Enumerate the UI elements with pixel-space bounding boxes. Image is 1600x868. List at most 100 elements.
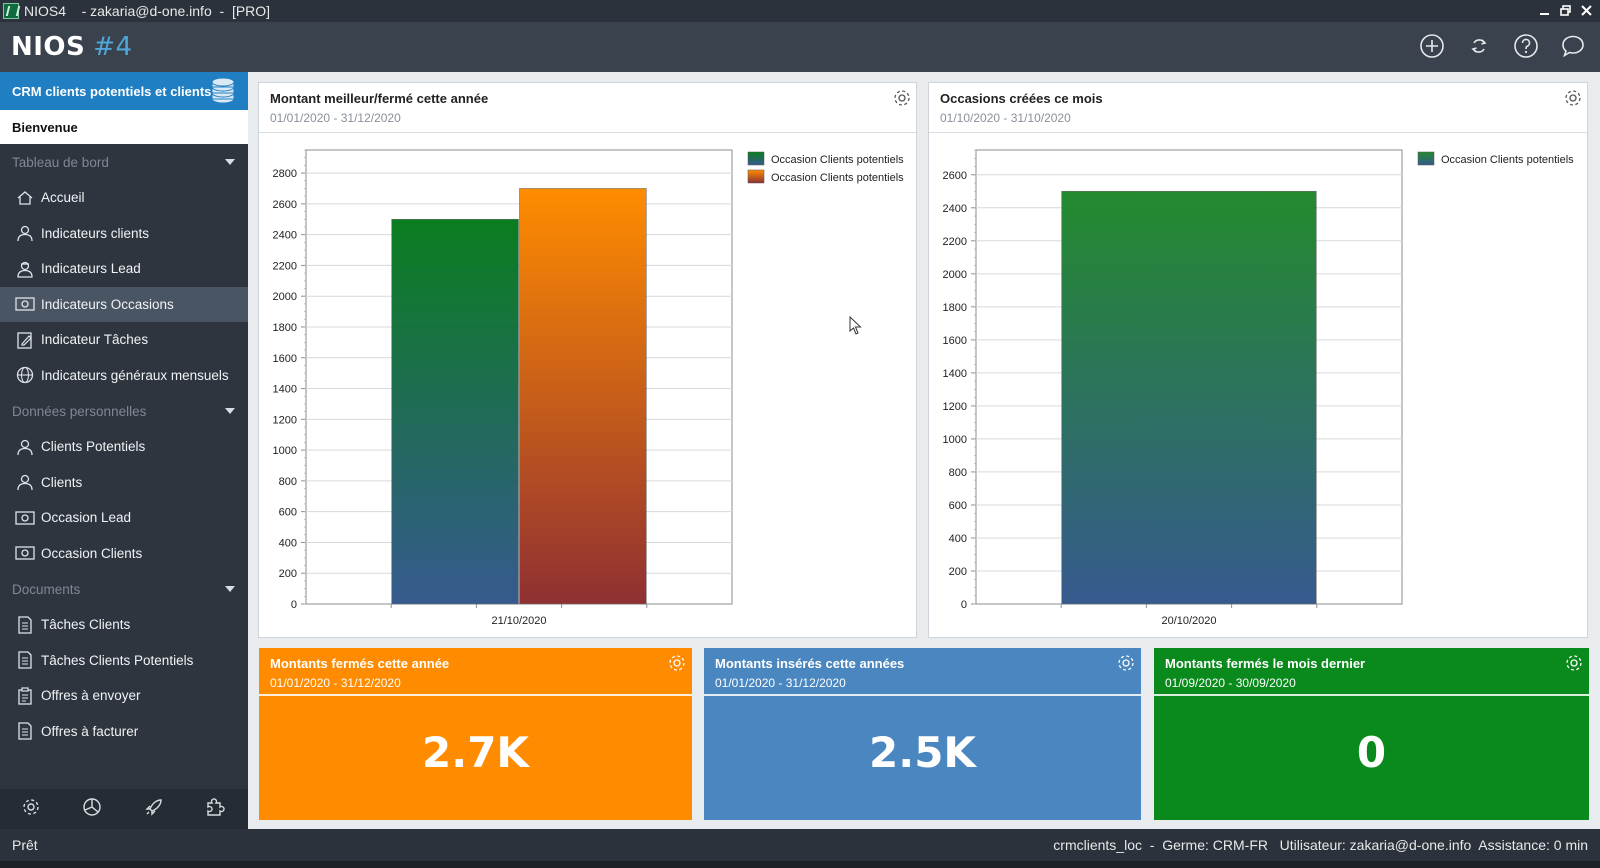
minimize-icon[interactable] [1539,4,1550,19]
person-icon [14,223,36,243]
x-category-label: 21/10/2020 [491,615,546,627]
database-icon[interactable] [210,77,236,108]
section-donnees-personnelles[interactable]: Données personnelles [0,393,248,429]
status-bar: Prêt crmclients_loc - Germe: CRM-FR Util… [0,829,1600,861]
sidebar-item-taches-clients-potentiels[interactable]: Tâches Clients Potentiels [0,643,248,679]
money-icon [14,543,36,563]
tile-dates: 01/09/2020 - 30/09/2020 [1165,676,1296,690]
chart-panel-created-month: Occasions créées ce mois 01/10/2020 - 31… [928,82,1588,638]
legend-swatch [747,169,765,184]
sidebar-item-label: Indicateur Tâches [41,332,149,348]
tile-title: Montants fermés cette année [270,656,450,671]
y-tick-label: 200 [949,566,967,578]
app-header: NIOS #4 [0,22,1600,72]
home-icon [14,188,36,208]
task-edit-icon [14,330,36,350]
sidebar-item-label: Offres à envoyer [41,688,141,704]
sidebar-item-occasion-clients[interactable]: Occasion Clients [0,536,248,572]
bar-0[interactable] [1061,190,1317,605]
y-tick-label: 800 [279,476,297,488]
restore-icon[interactable] [1560,4,1571,19]
section-label: Documents [12,581,81,597]
gear-icon[interactable] [1116,653,1136,678]
tile-value: 2.5K [869,728,976,777]
y-tick-label: 1800 [273,322,297,334]
mouse-cursor-icon [849,315,863,341]
y-tick-label: 2600 [943,170,967,182]
tile-dates: 01/01/2020 - 31/12/2020 [715,676,846,690]
caret-down-icon[interactable] [225,159,235,165]
gear-icon[interactable] [1563,88,1583,113]
money-icon [14,294,36,314]
panel-dates: 01/10/2020 - 31/10/2020 [940,111,1071,125]
sidebar-item-occasion-lead[interactable]: Occasion Lead [0,500,248,536]
y-tick-label: 200 [279,568,297,580]
crm-selector[interactable]: CRM clients potentiels et clients [0,72,248,110]
chat-icon[interactable] [1560,33,1586,59]
sidebar: CRM clients potentiels et clients Bienve… [0,72,248,829]
caret-down-icon[interactable] [225,586,235,592]
gear-icon[interactable] [667,653,687,678]
sync-icon[interactable] [1466,33,1492,59]
sidebar-item-offres-a-envoyer[interactable]: Offres à envoyer [0,678,248,714]
status-info: crmclients_loc - Germe: CRM-FR Utilisate… [1053,837,1588,853]
gear-icon[interactable] [892,88,912,113]
help-icon[interactable] [1513,33,1539,59]
panel-header: Occasions créées ce mois 01/10/2020 - 31… [929,83,1587,133]
legend-label: Occasion Clients potentiels [771,172,904,184]
sidebar-item-label: Accueil [41,190,85,206]
sidebar-item-label: Occasion Lead [41,510,132,526]
puzzle-icon[interactable] [205,797,227,822]
y-tick-label: 1400 [273,384,297,396]
tile-header: Montants insérés cette années 01/01/2020… [704,648,1141,696]
sidebar-item-label: Tâches Clients Potentiels [41,652,194,668]
kpi-tile-closed-last-month: Montants fermés le mois dernier 01/09/20… [1154,648,1589,820]
y-tick-label: 400 [279,537,297,549]
rocket-icon[interactable] [144,797,164,822]
caret-down-icon[interactable] [225,408,235,414]
lead-person-icon [14,259,36,279]
settings-icon[interactable] [21,797,41,822]
sidebar-item-offres-a-facturer[interactable]: Offres à facturer [0,714,248,750]
sidebar-toolbar [0,789,248,829]
sidebar-item-accueil[interactable]: Accueil [0,180,248,216]
person-icon [14,437,36,457]
sidebar-item-indicateurs-clients[interactable]: Indicateurs clients [0,216,248,252]
add-icon[interactable] [1419,33,1445,59]
sidebar-item-clients-potentiels[interactable]: Clients Potentiels [0,429,248,465]
y-tick-label: 1200 [943,401,967,413]
sidebar-item-indicateurs-occasions[interactable]: Indicateurs Occasions [0,286,248,322]
y-tick-label: 600 [949,500,967,512]
sidebar-item-label: Occasion Clients [41,545,143,561]
section-tableau-de-bord[interactable]: Tableau de bord [0,144,248,180]
welcome-item[interactable]: Bienvenue [0,110,248,144]
kpi-tile-inserted-year: Montants insérés cette années 01/01/2020… [704,648,1141,820]
bar-1[interactable] [519,188,647,605]
globe-icon [14,365,36,385]
sidebar-item-indicateurs-generaux-mensuels[interactable]: Indicateurs généraux mensuels [0,358,248,394]
y-tick-label: 2000 [943,269,967,281]
sidebar-item-indicateurs-lead[interactable]: Indicateurs Lead [0,251,248,287]
crm-title: CRM clients potentiels et clients [12,83,212,99]
document-icon [14,615,36,635]
y-tick-label: 600 [279,507,297,519]
y-tick-label: 1400 [943,368,967,380]
y-tick-label: 1800 [943,302,967,314]
sidebar-item-clients[interactable]: Clients [0,465,248,501]
chart-pie-icon[interactable] [82,797,102,822]
section-documents[interactable]: Documents [0,571,248,607]
gear-icon[interactable] [1564,653,1584,678]
y-tick-label: 1200 [273,414,297,426]
sidebar-item-taches-clients[interactable]: Tâches Clients [0,607,248,643]
bar-0[interactable] [391,218,519,605]
panel-dates: 01/01/2020 - 31/12/2020 [270,111,401,125]
y-tick-label: 1600 [943,335,967,347]
section-label: Tableau de bord [12,154,109,170]
window-title-bar: NIOS4 - zakaria@d-one.info - [PRO] [0,0,1600,22]
close-icon[interactable] [1581,4,1592,19]
y-tick-label: 800 [949,467,967,479]
y-tick-label: 400 [949,533,967,545]
panel-header: Montant meilleur/fermé cette année 01/01… [259,83,916,133]
section-label: Données personnelles [12,403,147,419]
sidebar-item-indicateur-taches[interactable]: Indicateur Tâches [0,322,248,358]
